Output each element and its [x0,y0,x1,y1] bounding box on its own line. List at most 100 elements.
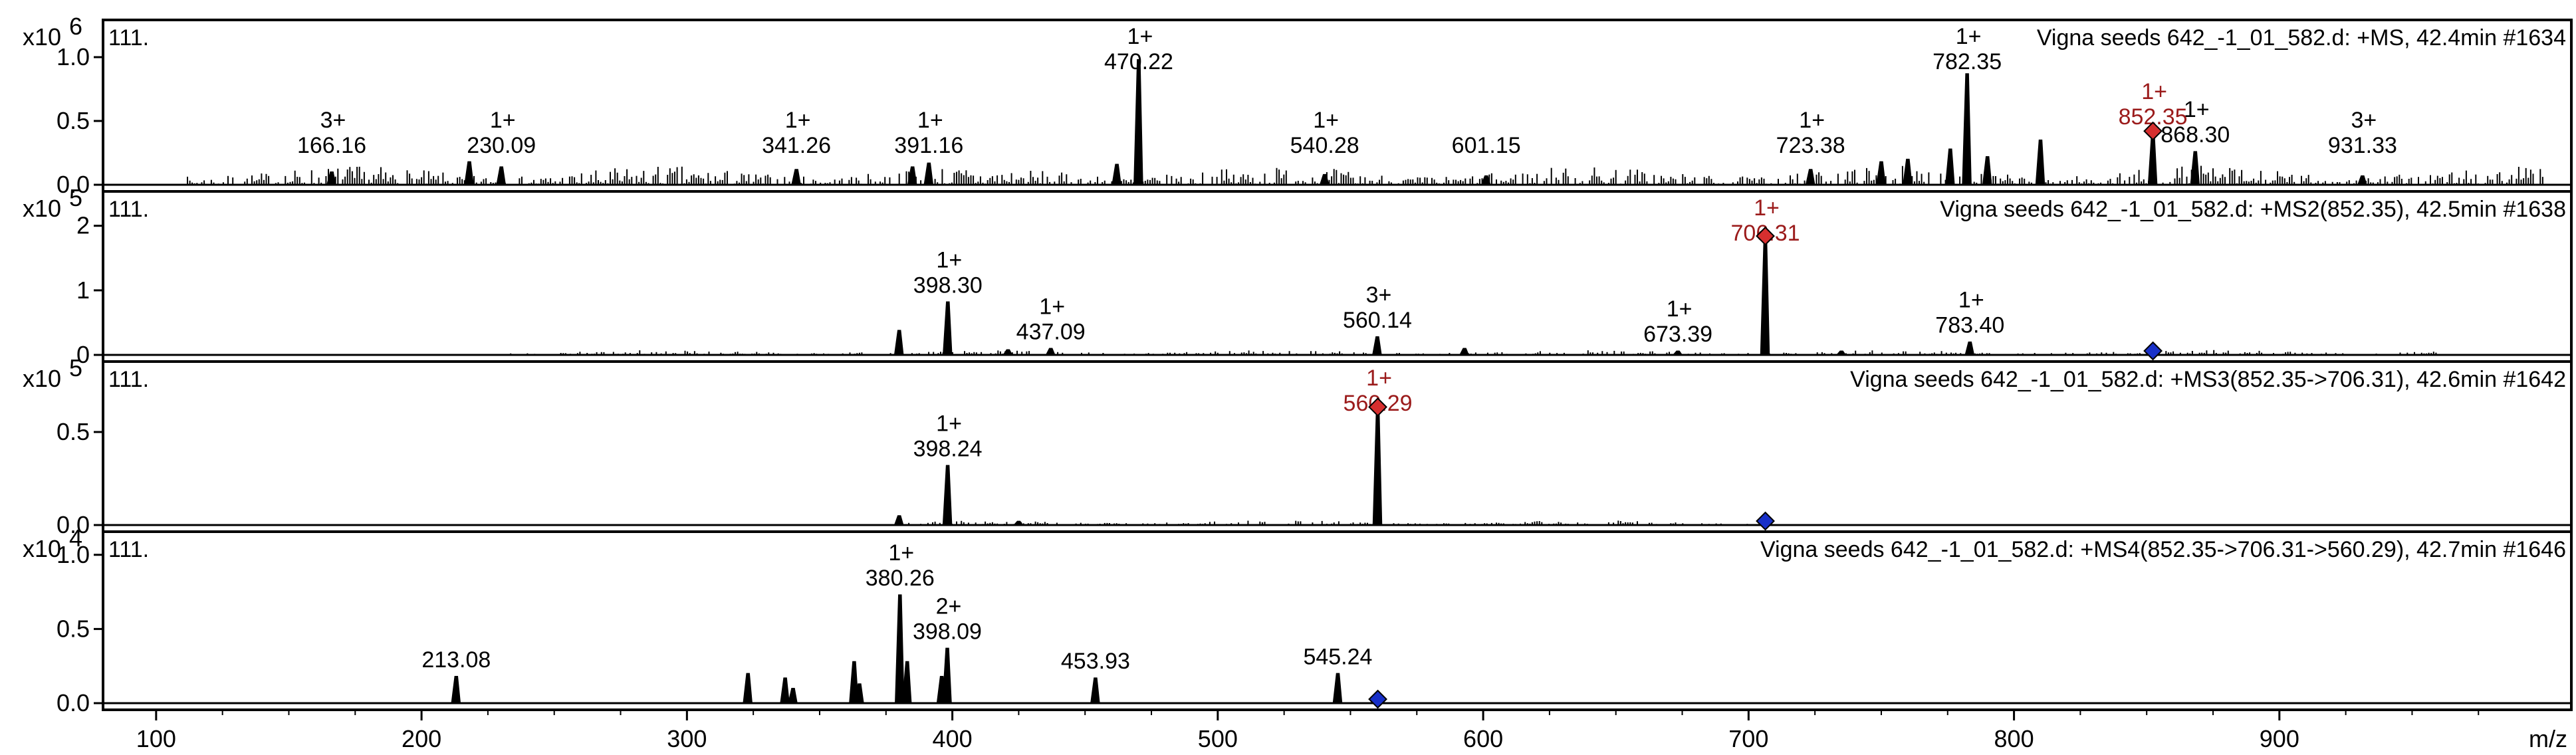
peak-mz-560.29 [1372,409,1383,526]
peak-label-470.22: 470.22 [1104,49,1173,74]
peaks [893,409,1383,526]
scale-label: x10 6 [23,13,82,51]
peak-mz-852.35 [2147,133,2158,185]
charge-label-341.26: 1+ [785,108,811,133]
peak-label-391.16: 391.16 [894,133,963,158]
scale-base: x10 [23,535,61,562]
peak-mz-230.09 [496,166,507,185]
peak-label-931.33: 931.33 [2328,133,2397,158]
peak-mz-218 [464,161,474,185]
peak-mz-723.38 [1805,169,1815,185]
charge-label-166.16: 3+ [320,108,346,133]
charge-label-868.30: 1+ [2184,97,2210,122]
peak-label-437.09: 437.09 [1016,319,1086,344]
x-tick-label: 800 [1994,725,2034,752]
peak-label-230.09: 230.09 [467,133,536,158]
charge-label-437.09: 1+ [1039,294,1065,319]
y-tick-label: 0.5 [57,107,90,134]
scale-base: x10 [23,195,61,222]
peak-mz-868.3 [2190,151,2200,185]
y-tick-label: 0.0 [57,171,90,198]
y-ticks: 0.5 0.0 [57,418,103,538]
peak-mz-380 [893,330,904,356]
spectrum-panel-ms3: 398.241+560.291+ 0.5 0.0 x10 5 111. Vigna seed… [23,354,2573,538]
x-tick-label: 400 [933,725,973,752]
panel-title: Vigna seeds 642_-1_01_582.d: +MS2(852.35… [1940,197,2566,222]
y-tick-label: 2 [76,212,90,239]
charge-label-673.39: 1+ [1667,296,1693,322]
scale-label: x10 4 [23,524,82,562]
peak-label-540.28: 540.28 [1290,133,1359,158]
peak-mz-341.26 [791,169,801,185]
peak-mz-391.16 [923,162,934,185]
peak-label-673.39: 673.39 [1643,322,1712,347]
peak-labels: 398.241+560.291+ [913,366,1413,461]
charge-label-782.35: 1+ [1956,24,1982,49]
charge-label-391.16: 1+ [917,108,943,133]
y-ticks: 2 1 0 [76,212,103,368]
peak-mz-560.14 [1371,336,1382,356]
isolation-marker-560.29 [1368,689,1387,709]
charge-label-398.30: 1+ [936,247,962,272]
compound-id: 111. [108,25,149,51]
scale-label: x10 5 [23,354,82,392]
charge-label-230.09: 1+ [490,108,516,133]
peak-label-601.15: 601.15 [1452,133,1521,158]
peak-mz-213.08 [451,676,461,704]
charge-label-783.40: 1+ [1958,288,1984,313]
peak-mz-760 [1903,158,1913,185]
peak-mz-340 [788,687,798,704]
peak-label-783.40: 783.40 [1935,313,2004,338]
peak-mz-453.93 [1090,677,1100,704]
spectrum-panel-ms4: 213.08 380.261+ 398.092+ 453.93 545.24 1.0 0.5… [23,524,2573,716]
spectrum-panel-ms2: 398.301+437.091+560.143+673.391+706.311+… [23,184,2573,368]
compound-id: 111. [108,367,149,392]
precursor-marker-560.29 [1368,397,1387,417]
scale-base: x10 [23,365,61,392]
charge-label-560.29: 1+ [1366,366,1392,391]
scale-base: x10 [23,23,61,51]
peak-mz-790 [1982,156,1992,185]
peak-label-398.24: 398.24 [913,436,983,461]
scale-exponent: 5 [69,354,82,381]
precursor-marker-852.35 [2143,121,2163,141]
peak-mz-398.3 [943,301,953,356]
panel-title: Vigna seeds 642_-1_01_582.d: +MS3(852.35… [1850,367,2566,392]
y-ticks: 1.0 0.5 0.0 [57,541,103,716]
peak-labels: 398.301+437.091+560.143+673.391+706.311+… [913,195,2005,347]
charge-label-398.09: 2+ [936,593,962,619]
peak-mz-380.26 [895,594,905,704]
x-tick-label: 900 [2260,725,2299,752]
charge-label-540.28: 1+ [1313,108,1339,133]
panel-title: Vigna seeds 642_-1_01_582.d: +MS, 42.4mi… [2037,25,2566,51]
charge-label-723.38: 1+ [1799,108,1825,133]
compound-id: 111. [108,197,149,222]
y-tick-label: 1.0 [57,43,90,70]
peak-label-545.24: 545.24 [1303,644,1372,669]
x-tick-label: 500 [1198,725,1238,752]
spectrum-panels: 166.163+230.091+341.261+391.161+470.221+… [23,13,2573,716]
peak-mz-706.31 [1760,238,1770,356]
compound-id: 111. [108,537,149,562]
peak-mz-383 [901,661,912,704]
peak-label-723.38: 723.38 [1776,133,1845,158]
peak-label-380.26: 380.26 [866,566,935,591]
x-tick-label: 700 [1728,725,1768,752]
y-tick-label: 1.0 [57,541,90,568]
peak-mz-337 [780,677,790,704]
x-axis: 100 200 300 400 500 600 700 800 900 m/z [136,710,2567,752]
charge-label-852.35: 1+ [2141,79,2167,104]
charge-label-398.24: 1+ [936,411,962,436]
peak-mz-385 [907,166,917,185]
charge-label-380.26: 1+ [888,540,914,566]
peaks [451,594,1343,704]
scale-exponent: 4 [69,524,82,552]
peak-label-560.14: 560.14 [1343,308,1412,333]
peak-mz-782.35 [1962,73,1972,185]
peak-labels: 166.163+230.091+341.261+391.161+470.221+… [297,24,2397,158]
y-tick-label: 0.0 [57,511,90,538]
peak-mz-398.24 [942,465,953,526]
peak-mz-462 [1112,163,1121,185]
peak-mz-380 [893,515,904,526]
charge-label-560.14: 3+ [1366,282,1392,308]
